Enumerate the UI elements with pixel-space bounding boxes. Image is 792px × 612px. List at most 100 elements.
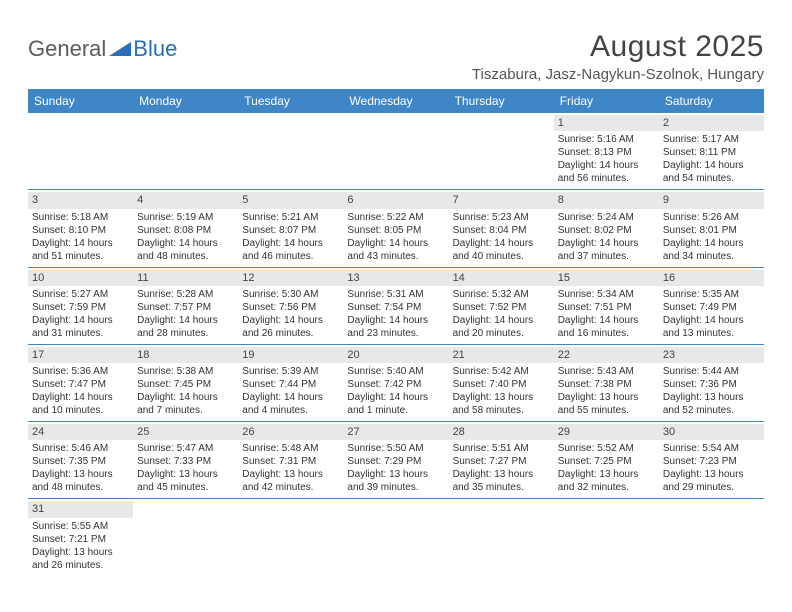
day-number: 6 bbox=[343, 192, 448, 208]
day-cell: 15Sunrise: 5:34 AMSunset: 7:51 PMDayligh… bbox=[554, 268, 659, 344]
empty-cell bbox=[449, 499, 554, 575]
day-number: 24 bbox=[28, 424, 133, 440]
empty-cell bbox=[133, 113, 238, 189]
day-cell: 6Sunrise: 5:22 AMSunset: 8:05 PMDaylight… bbox=[343, 190, 448, 266]
day-cell: 5Sunrise: 5:21 AMSunset: 8:07 PMDaylight… bbox=[238, 190, 343, 266]
day-number: 1 bbox=[554, 115, 659, 131]
daylight-text: Daylight: 14 hours and 4 minutes. bbox=[242, 391, 339, 417]
sunset-text: Sunset: 7:31 PM bbox=[242, 455, 339, 468]
daylight-text: Daylight: 13 hours and 32 minutes. bbox=[558, 468, 655, 494]
day-cell: 19Sunrise: 5:39 AMSunset: 7:44 PMDayligh… bbox=[238, 345, 343, 421]
day-cell: 13Sunrise: 5:31 AMSunset: 7:54 PMDayligh… bbox=[343, 268, 448, 344]
day-number: 14 bbox=[449, 270, 554, 286]
daylight-text: Daylight: 13 hours and 52 minutes. bbox=[663, 391, 760, 417]
sunrise-text: Sunrise: 5:22 AM bbox=[347, 211, 444, 224]
day-number: 15 bbox=[554, 270, 659, 286]
daylight-text: Daylight: 14 hours and 37 minutes. bbox=[558, 237, 655, 263]
day-number: 23 bbox=[659, 347, 764, 363]
day-number: 26 bbox=[238, 424, 343, 440]
empty-cell bbox=[659, 499, 764, 575]
sunset-text: Sunset: 7:56 PM bbox=[242, 301, 339, 314]
sunset-text: Sunset: 7:54 PM bbox=[347, 301, 444, 314]
day-cell: 30Sunrise: 5:54 AMSunset: 7:23 PMDayligh… bbox=[659, 422, 764, 498]
daylight-text: Daylight: 14 hours and 10 minutes. bbox=[32, 391, 129, 417]
daylight-text: Daylight: 14 hours and 28 minutes. bbox=[137, 314, 234, 340]
sunset-text: Sunset: 8:02 PM bbox=[558, 224, 655, 237]
sunrise-text: Sunrise: 5:50 AM bbox=[347, 442, 444, 455]
sunrise-text: Sunrise: 5:26 AM bbox=[663, 211, 760, 224]
daylight-text: Daylight: 13 hours and 55 minutes. bbox=[558, 391, 655, 417]
day-cell: 16Sunrise: 5:35 AMSunset: 7:49 PMDayligh… bbox=[659, 268, 764, 344]
day-number: 5 bbox=[238, 192, 343, 208]
day-cell: 8Sunrise: 5:24 AMSunset: 8:02 PMDaylight… bbox=[554, 190, 659, 266]
empty-cell bbox=[28, 113, 133, 189]
day-number: 22 bbox=[554, 347, 659, 363]
day-cell: 20Sunrise: 5:40 AMSunset: 7:42 PMDayligh… bbox=[343, 345, 448, 421]
sunset-text: Sunset: 7:42 PM bbox=[347, 378, 444, 391]
sunset-text: Sunset: 7:40 PM bbox=[453, 378, 550, 391]
sunset-text: Sunset: 7:23 PM bbox=[663, 455, 760, 468]
day-cell: 12Sunrise: 5:30 AMSunset: 7:56 PMDayligh… bbox=[238, 268, 343, 344]
day-number: 16 bbox=[659, 270, 764, 286]
daylight-text: Daylight: 14 hours and 54 minutes. bbox=[663, 159, 760, 185]
daylight-text: Daylight: 14 hours and 31 minutes. bbox=[32, 314, 129, 340]
daylight-text: Daylight: 13 hours and 39 minutes. bbox=[347, 468, 444, 494]
day-number: 3 bbox=[28, 192, 133, 208]
logo: General Blue bbox=[28, 30, 177, 62]
day-cell: 23Sunrise: 5:44 AMSunset: 7:36 PMDayligh… bbox=[659, 345, 764, 421]
sunrise-text: Sunrise: 5:44 AM bbox=[663, 365, 760, 378]
sunrise-text: Sunrise: 5:40 AM bbox=[347, 365, 444, 378]
week-row: 31Sunrise: 5:55 AMSunset: 7:21 PMDayligh… bbox=[28, 499, 764, 575]
day-number: 9 bbox=[659, 192, 764, 208]
logo-triangle-icon bbox=[109, 36, 131, 62]
empty-cell bbox=[449, 113, 554, 189]
day-header-wednesday: Wednesday bbox=[343, 89, 448, 113]
sunset-text: Sunset: 7:51 PM bbox=[558, 301, 655, 314]
sunrise-text: Sunrise: 5:47 AM bbox=[137, 442, 234, 455]
day-cell: 4Sunrise: 5:19 AMSunset: 8:08 PMDaylight… bbox=[133, 190, 238, 266]
week-row: 17Sunrise: 5:36 AMSunset: 7:47 PMDayligh… bbox=[28, 345, 764, 422]
daylight-text: Daylight: 13 hours and 42 minutes. bbox=[242, 468, 339, 494]
day-number: 11 bbox=[133, 270, 238, 286]
daylight-text: Daylight: 14 hours and 13 minutes. bbox=[663, 314, 760, 340]
empty-cell bbox=[133, 499, 238, 575]
daylight-text: Daylight: 14 hours and 51 minutes. bbox=[32, 237, 129, 263]
day-number: 12 bbox=[238, 270, 343, 286]
day-number: 7 bbox=[449, 192, 554, 208]
daylight-text: Daylight: 13 hours and 45 minutes. bbox=[137, 468, 234, 494]
sunrise-text: Sunrise: 5:16 AM bbox=[558, 133, 655, 146]
day-cell: 21Sunrise: 5:42 AMSunset: 7:40 PMDayligh… bbox=[449, 345, 554, 421]
week-row: 3Sunrise: 5:18 AMSunset: 8:10 PMDaylight… bbox=[28, 190, 764, 267]
sunrise-text: Sunrise: 5:46 AM bbox=[32, 442, 129, 455]
sunrise-text: Sunrise: 5:35 AM bbox=[663, 288, 760, 301]
sunrise-text: Sunrise: 5:42 AM bbox=[453, 365, 550, 378]
day-number: 13 bbox=[343, 270, 448, 286]
sunrise-text: Sunrise: 5:19 AM bbox=[137, 211, 234, 224]
day-header-row: SundayMondayTuesdayWednesdayThursdayFrid… bbox=[28, 89, 764, 113]
week-row: 1Sunrise: 5:16 AMSunset: 8:13 PMDaylight… bbox=[28, 113, 764, 190]
day-header-tuesday: Tuesday bbox=[238, 89, 343, 113]
day-number: 4 bbox=[133, 192, 238, 208]
logo-text-blue: Blue bbox=[133, 36, 177, 62]
sunrise-text: Sunrise: 5:34 AM bbox=[558, 288, 655, 301]
day-cell: 28Sunrise: 5:51 AMSunset: 7:27 PMDayligh… bbox=[449, 422, 554, 498]
logo-text-general: General bbox=[28, 36, 106, 62]
sunset-text: Sunset: 8:04 PM bbox=[453, 224, 550, 237]
day-cell: 31Sunrise: 5:55 AMSunset: 7:21 PMDayligh… bbox=[28, 499, 133, 575]
day-number: 18 bbox=[133, 347, 238, 363]
day-number: 20 bbox=[343, 347, 448, 363]
day-cell: 3Sunrise: 5:18 AMSunset: 8:10 PMDaylight… bbox=[28, 190, 133, 266]
day-header-saturday: Saturday bbox=[659, 89, 764, 113]
daylight-text: Daylight: 14 hours and 7 minutes. bbox=[137, 391, 234, 417]
sunset-text: Sunset: 7:44 PM bbox=[242, 378, 339, 391]
week-row: 24Sunrise: 5:46 AMSunset: 7:35 PMDayligh… bbox=[28, 422, 764, 499]
sunrise-text: Sunrise: 5:24 AM bbox=[558, 211, 655, 224]
day-cell: 29Sunrise: 5:52 AMSunset: 7:25 PMDayligh… bbox=[554, 422, 659, 498]
sunrise-text: Sunrise: 5:27 AM bbox=[32, 288, 129, 301]
sunrise-text: Sunrise: 5:52 AM bbox=[558, 442, 655, 455]
day-header-monday: Monday bbox=[133, 89, 238, 113]
sunset-text: Sunset: 7:27 PM bbox=[453, 455, 550, 468]
daylight-text: Daylight: 13 hours and 35 minutes. bbox=[453, 468, 550, 494]
day-cell: 17Sunrise: 5:36 AMSunset: 7:47 PMDayligh… bbox=[28, 345, 133, 421]
sunset-text: Sunset: 7:33 PM bbox=[137, 455, 234, 468]
